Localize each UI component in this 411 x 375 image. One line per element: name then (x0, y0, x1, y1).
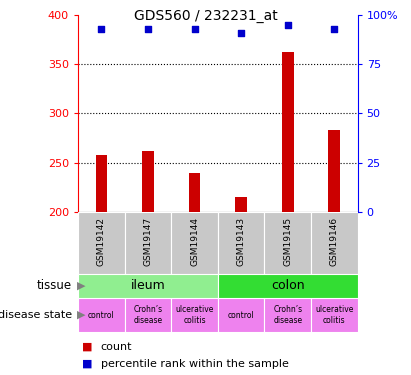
Text: disease state: disease state (0, 310, 72, 320)
Text: GSM19142: GSM19142 (97, 217, 106, 266)
Point (284, 22, 291, 28)
Text: GSM19143: GSM19143 (237, 217, 246, 266)
Text: GSM19144: GSM19144 (190, 217, 199, 266)
Bar (142, 151, 154, 212)
Bar (189, 172, 200, 212)
Point (145, 26, 151, 32)
Bar (218, 212, 264, 274)
Text: GSM19147: GSM19147 (143, 217, 152, 266)
Text: ■: ■ (82, 342, 93, 352)
Bar (125, 298, 171, 332)
Point (238, 30, 245, 36)
Text: control: control (88, 310, 115, 320)
Text: GSM19145: GSM19145 (283, 217, 292, 266)
Text: ileum: ileum (131, 279, 165, 292)
Point (331, 26, 337, 32)
Bar (78, 274, 218, 298)
Bar (282, 53, 293, 212)
Bar (125, 212, 171, 274)
Text: GDS560 / 232231_at: GDS560 / 232231_at (134, 9, 277, 23)
Text: percentile rank within the sample: percentile rank within the sample (101, 359, 289, 369)
Point (98, 26, 105, 32)
Text: GSM19146: GSM19146 (330, 217, 339, 266)
Bar (264, 298, 311, 332)
Text: Crohn’s
disease: Crohn’s disease (273, 305, 302, 325)
Text: count: count (101, 342, 132, 352)
Bar (311, 298, 358, 332)
Text: ▶: ▶ (77, 310, 86, 320)
Bar (95, 155, 107, 212)
Text: ■: ■ (82, 359, 93, 369)
Text: Crohn’s
disease: Crohn’s disease (134, 305, 162, 325)
Bar (218, 274, 358, 298)
Text: ulcerative
colitis: ulcerative colitis (175, 305, 214, 325)
Text: control: control (228, 310, 254, 320)
Bar (171, 212, 218, 274)
Text: ulcerative
colitis: ulcerative colitis (315, 305, 353, 325)
Point (191, 26, 198, 32)
Bar (218, 298, 264, 332)
Text: ▶: ▶ (77, 281, 86, 291)
Bar (78, 212, 125, 274)
Text: colon: colon (271, 279, 305, 292)
Bar (328, 130, 340, 212)
Text: tissue: tissue (37, 279, 72, 292)
Bar (311, 212, 358, 274)
Bar (264, 212, 311, 274)
Bar (171, 298, 218, 332)
Bar (235, 197, 247, 212)
Bar (78, 298, 125, 332)
